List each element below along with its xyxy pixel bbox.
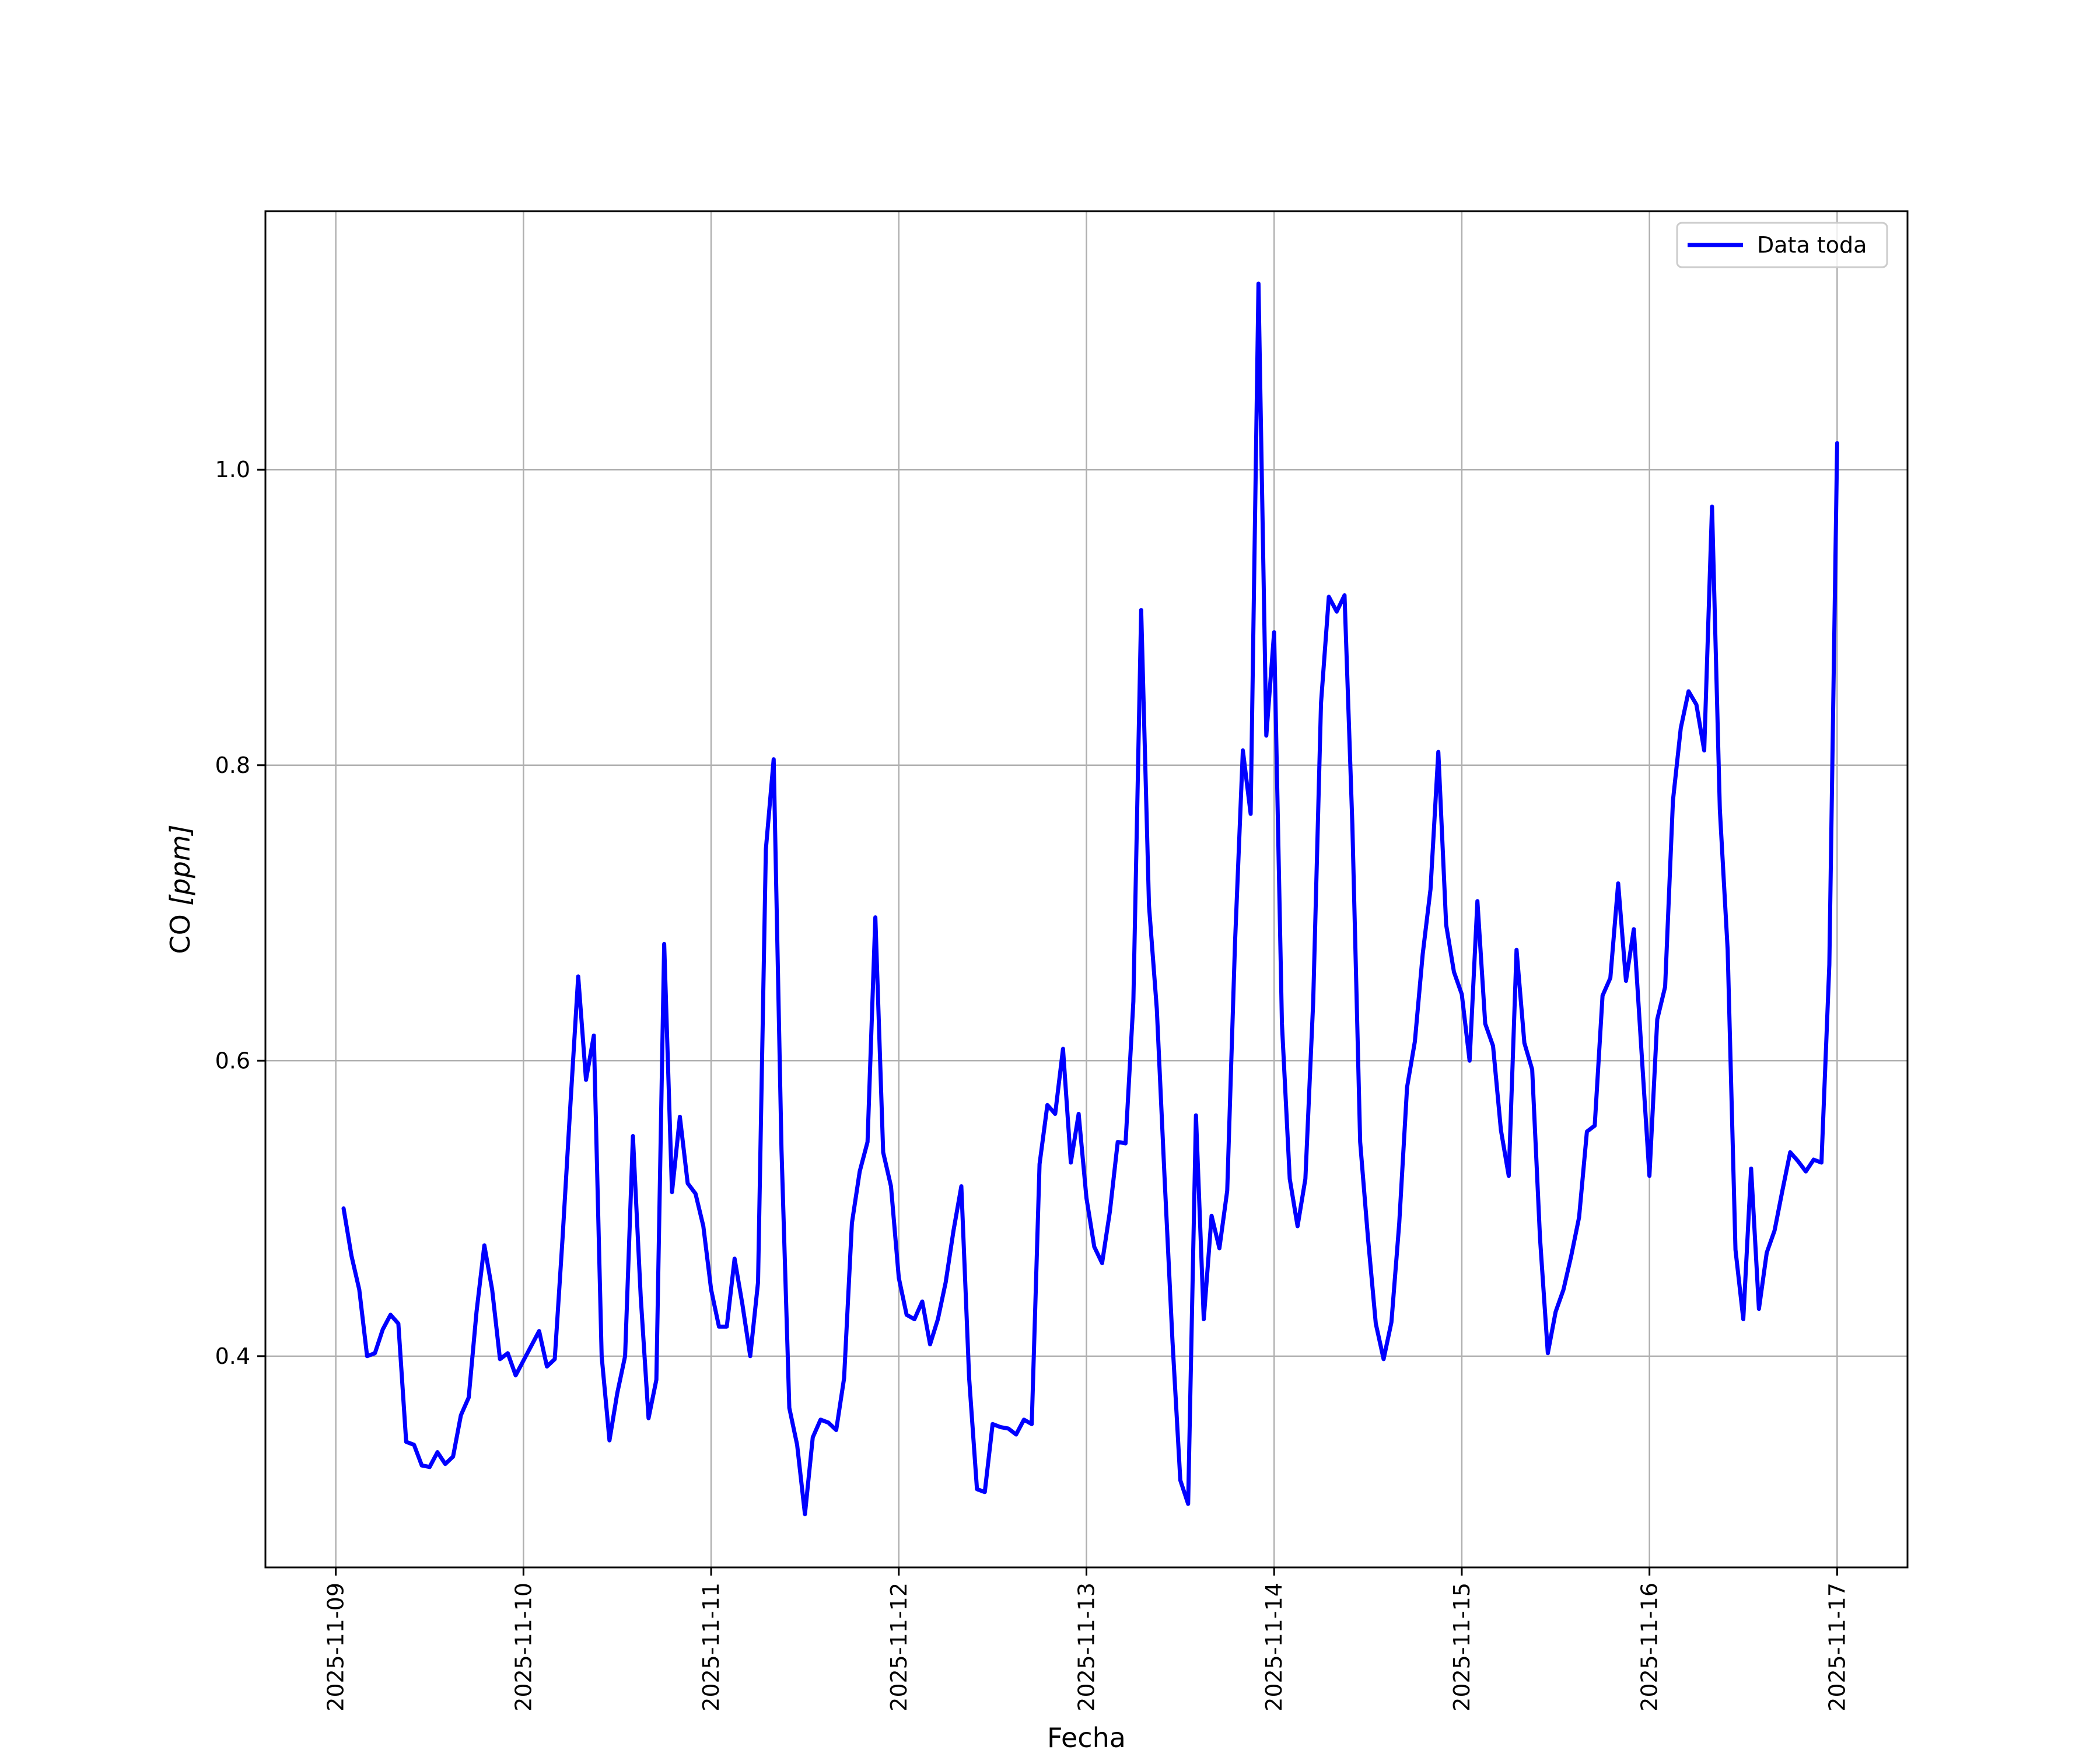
legend-box (1676, 222, 1888, 268)
x-tick-label: 2025-11-11 (698, 1583, 724, 1712)
legend-label-data-toda: Data toda (1757, 232, 1867, 258)
x-tick-label: 2025-11-10 (510, 1583, 536, 1712)
x-tick-label: 2025-11-09 (323, 1583, 349, 1712)
y-tick-label: 0.8 (215, 752, 250, 778)
y-axis-label: CO [ppm] (164, 824, 196, 954)
y-axis-label-main: CO (164, 906, 196, 954)
grid (265, 211, 1908, 1567)
plot-area (341, 281, 1839, 1517)
x-axis-label: Fecha (1047, 1722, 1126, 1750)
y-tick-label: 1.0 (215, 457, 250, 482)
x-tick-label: 2025-11-13 (1074, 1583, 1100, 1712)
y-tick-label: 0.6 (215, 1048, 250, 1073)
legend: Data toda (1676, 222, 1888, 268)
y-axis: 0.4 0.6 0.8 1.0 (215, 457, 265, 1369)
y-tick-label: 0.4 (215, 1343, 250, 1369)
y-axis-label-unit: [ppm] (164, 824, 196, 905)
x-tick-label: 2025-11-16 (1637, 1583, 1662, 1712)
x-axis: 2025-11-09 2025-11-10 2025-11-11 2025-11-12… (323, 1567, 1850, 1712)
x-tick-label: 2025-11-12 (886, 1583, 912, 1712)
x-tick-label: 2025-11-15 (1449, 1583, 1475, 1712)
x-tick-label: 2025-11-14 (1261, 1583, 1287, 1712)
series-line-data-toda (341, 281, 1839, 1517)
x-tick-label: 2025-11-17 (1824, 1583, 1850, 1712)
